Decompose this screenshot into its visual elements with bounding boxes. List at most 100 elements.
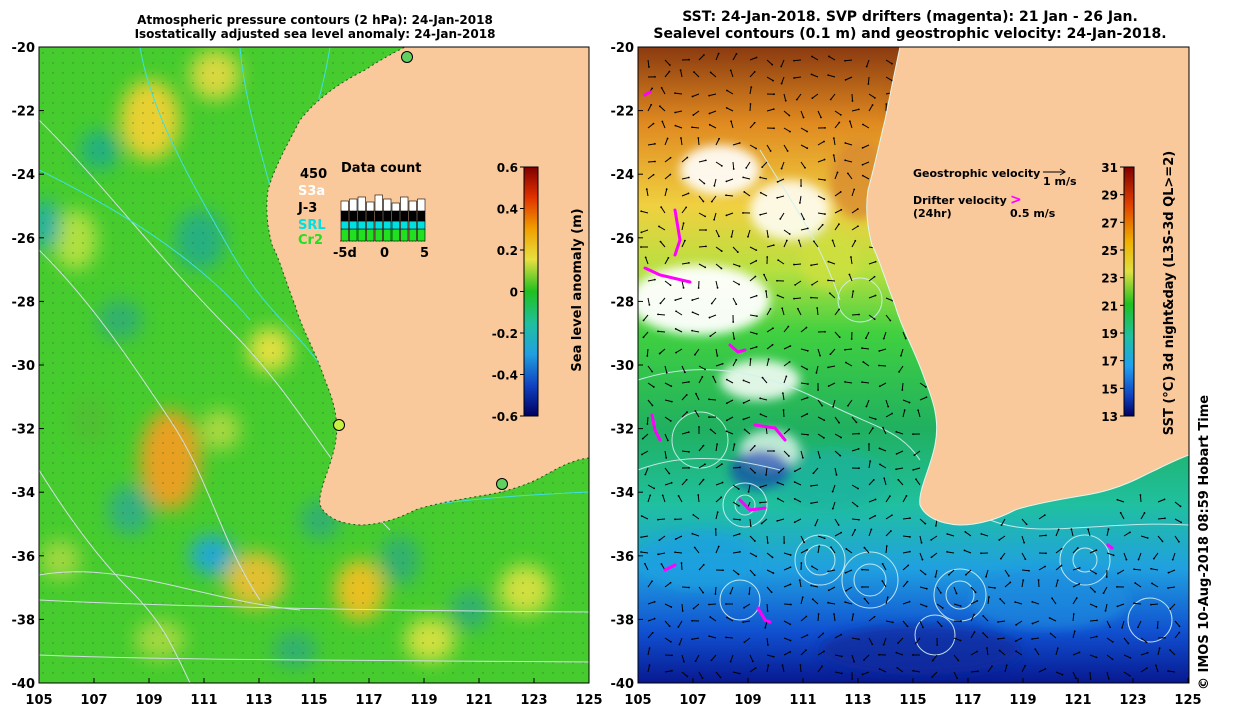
velocity-arrow-head (790, 603, 792, 606)
velocity-arrow (1174, 501, 1181, 507)
velocity-arrow (1106, 671, 1110, 679)
velocity-arrow-head (1096, 619, 1098, 622)
velocity-arrow (1055, 580, 1059, 588)
velocity-arrow-head (905, 495, 908, 497)
velocity-arrow-head (812, 472, 815, 475)
velocity-arrow-head (1137, 558, 1140, 561)
velocity-arrow (897, 667, 904, 673)
velocity-arrow-head (653, 617, 656, 620)
velocity-arrow (1151, 582, 1159, 588)
right-title-line1: SST: 24-Jan-2018. SVP drifters (magenta)… (682, 9, 1138, 25)
velocity-arrow-head (704, 266, 707, 269)
velocity-arrow-head (702, 444, 705, 447)
velocity-arrow (848, 274, 853, 282)
velocity-arrow-head (1075, 677, 1077, 680)
velocity-arrow-head (652, 386, 655, 388)
velocity-arrow (1089, 586, 1096, 593)
velocity-arrow-head (708, 416, 710, 419)
velocity-arrow-head (735, 303, 738, 306)
velocity-arrow (647, 123, 654, 129)
velocity-arrow-head (725, 106, 728, 109)
velocity-arrow-head (1031, 600, 1034, 603)
velocity-arrow-head (702, 54, 705, 56)
velocity-arrow (748, 484, 751, 492)
velocity-arrow-head (1146, 537, 1149, 539)
velocity-arrow (1072, 651, 1080, 656)
velocity-arrow-head (1049, 632, 1052, 635)
velocity-arrow-head (683, 660, 685, 663)
velocity-arrow-head (658, 539, 661, 542)
velocity-arrow-head (755, 345, 758, 348)
velocity-arrow (675, 297, 683, 301)
velocity-arrow (1072, 631, 1076, 639)
velocity-arrow-head (900, 354, 902, 357)
velocity-arrow-head (648, 66, 650, 68)
tide-gauge-marker-south[interactable] (496, 478, 508, 490)
velocity-arrow (732, 533, 740, 537)
velocity-arrow-head (1117, 572, 1119, 575)
velocity-arrow-head (742, 176, 745, 179)
velocity-arrow-head (1150, 603, 1152, 606)
left-map[interactable] (30, 47, 589, 683)
velocity-arrow (868, 515, 876, 520)
velocity-arrow (810, 484, 819, 487)
left-ytick: -40 (12, 677, 36, 692)
velocity-arrow (681, 671, 688, 677)
velocity-arrow-head (1043, 514, 1046, 517)
velocity-arrow-head (702, 200, 705, 203)
velocity-arrow (646, 348, 649, 357)
velocity-arrow (883, 637, 887, 645)
sla-colorbar-tick-label: 0.6 (497, 161, 518, 175)
velocity-arrow (897, 637, 904, 644)
velocity-arrow-head (682, 222, 685, 225)
velocity-arrow-head (708, 603, 710, 606)
velocity-arrow (1139, 494, 1142, 503)
right-map[interactable] (630, 47, 1189, 683)
velocity-arrow-head (661, 494, 664, 497)
velocity-arrow-head (732, 321, 735, 323)
velocity-arrow-head (898, 370, 901, 373)
velocity-arrow (902, 399, 910, 404)
velocity-arrow (868, 104, 874, 112)
velocity-arrow-head (743, 428, 746, 431)
velocity-arrow-head (759, 413, 762, 416)
velocity-arrow (1015, 601, 1023, 605)
velocity-arrow (868, 498, 876, 503)
velocity-arrow-head (697, 287, 700, 289)
velocity-arrow-head (739, 466, 741, 469)
velocity-arrow (1138, 552, 1142, 560)
tide-gauge-marker-north[interactable] (401, 51, 413, 63)
velocity-arrow-head (743, 606, 745, 609)
velocity-arrow-head (840, 672, 843, 675)
velocity-arrow-head (994, 587, 996, 589)
velocity-arrow (664, 482, 672, 486)
data-count-bar-segment (391, 228, 400, 242)
velocity-arrow (783, 583, 791, 588)
velocity-arrow-head (1044, 565, 1046, 568)
velocity-arrow-head (806, 548, 809, 551)
velocity-arrow-head (674, 124, 677, 127)
velocity-arrow (1021, 580, 1024, 588)
velocity-arrow-head (878, 385, 881, 388)
velocity-arrow-head (688, 261, 690, 264)
velocity-arrow-head (806, 349, 809, 352)
velocity-arrow (812, 598, 819, 605)
velocity-arrow (800, 127, 808, 132)
velocity-arrow-head (1070, 528, 1073, 531)
velocity-arrow-head (755, 249, 758, 252)
velocity-arrow (1169, 603, 1176, 610)
velocity-arrow (885, 76, 893, 81)
velocity-arrow (883, 478, 887, 486)
velocity-arrow (783, 651, 791, 656)
velocity-arrow (817, 224, 824, 231)
velocity-arrow (766, 586, 772, 593)
velocity-arrow (780, 59, 785, 67)
velocity-arrow (698, 212, 706, 217)
velocity-arrow-head (1111, 658, 1114, 661)
velocity-arrow-head (801, 596, 804, 599)
tide-gauge-marker-west[interactable] (333, 419, 345, 431)
data-count-bar-segment (374, 194, 383, 212)
velocity-arrow-head (819, 354, 821, 357)
velocity-arrow (777, 259, 785, 265)
velocity-arrow (794, 76, 802, 79)
